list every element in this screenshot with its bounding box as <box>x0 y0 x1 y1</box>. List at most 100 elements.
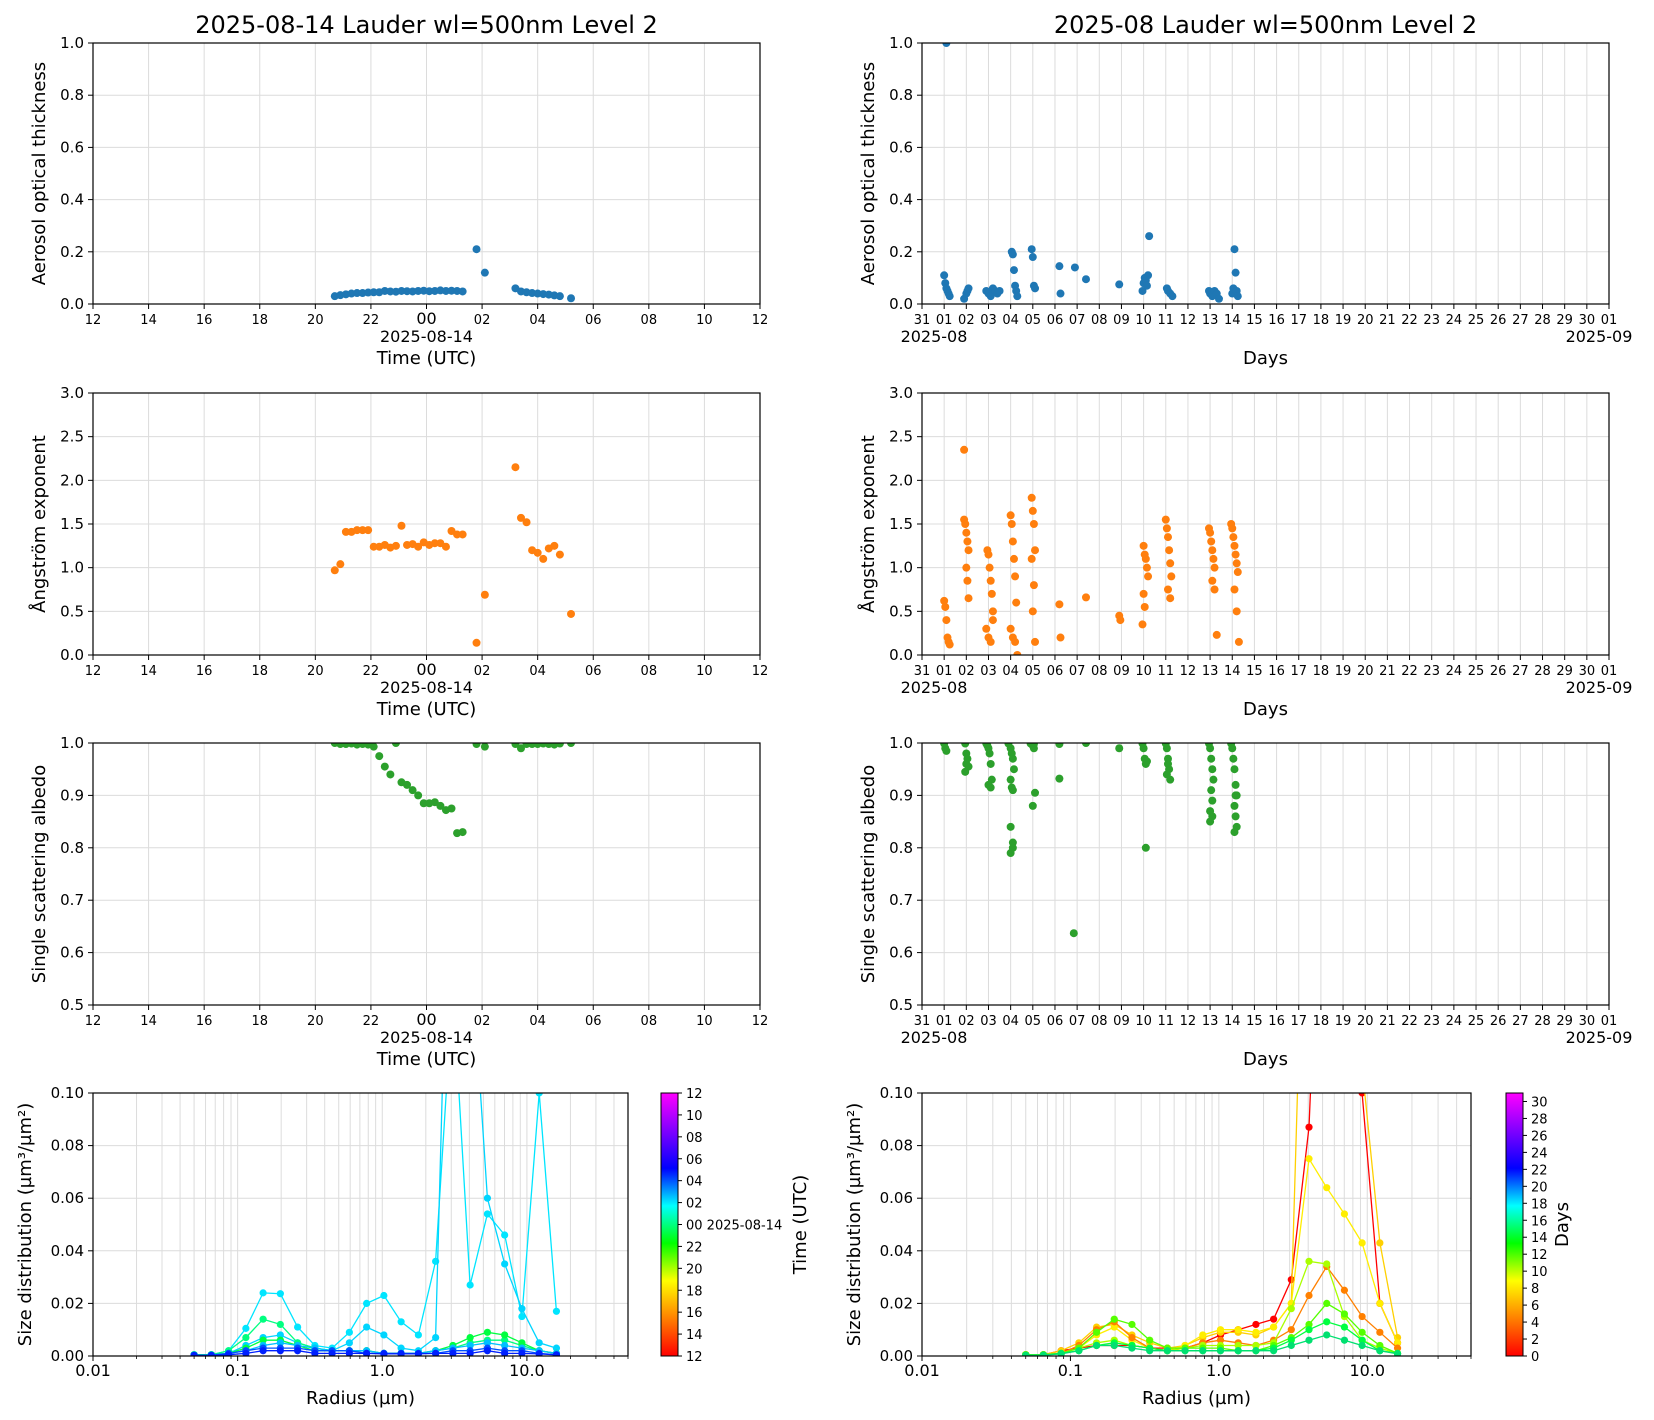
x-tick-label: 31 <box>914 1014 931 1029</box>
data-point <box>1376 1299 1384 1307</box>
data-point <box>441 542 450 551</box>
x-tick-label: 21 <box>1379 1014 1396 1029</box>
data-point <box>369 743 378 751</box>
data-point <box>1231 268 1240 277</box>
x-tick-label: 1.0 <box>370 1361 395 1380</box>
y-tick-label: 2.0 <box>60 471 84 489</box>
colorbar-tick-label: 14 <box>686 1328 703 1343</box>
data-point <box>555 743 564 748</box>
x-tick-label: 15 <box>1246 1014 1263 1029</box>
data-point <box>294 1347 302 1355</box>
data-point <box>986 783 995 792</box>
x-tick-label: 26 <box>1490 1014 1507 1029</box>
daily-aot-panel: 12 14 16 18 20 22 00 02 04 06 08 10 120.00.20.40.60.… <box>29 11 768 369</box>
x-tick-label: 00 <box>416 309 436 328</box>
x-tick-label: 28 <box>1534 664 1551 679</box>
data-point <box>501 1231 509 1239</box>
x-tick-label: 07 <box>1069 313 1086 328</box>
y-tick-label: 0.00 <box>51 1347 84 1365</box>
colorbar-tick-label: 30 <box>1531 1095 1548 1110</box>
y-tick-label: 0.7 <box>60 891 84 909</box>
x-tick-label: 10 <box>1135 1014 1152 1029</box>
data-point <box>480 590 489 599</box>
data-point <box>1142 281 1151 290</box>
plot-area <box>330 245 576 303</box>
colorbar-tick-label: 26 <box>1531 1129 1548 1144</box>
data-point <box>501 1336 509 1344</box>
data-point <box>1305 1257 1313 1265</box>
data-point <box>1231 791 1240 800</box>
x-tick-label: 10.0 <box>509 1361 545 1380</box>
colorbar-tick-label: 16 <box>686 1306 703 1321</box>
x-tick-label: 16 <box>196 313 213 328</box>
x-tick-label: 18 <box>251 1014 268 1029</box>
x-tick-label: 01 <box>936 1014 953 1029</box>
data-point <box>1181 1347 1189 1355</box>
data-point <box>1376 1328 1384 1336</box>
data-point <box>1012 598 1021 607</box>
x-tick-label: 30 <box>1579 664 1596 679</box>
colorbar-label: Time (UTC) <box>790 1175 811 1276</box>
x-tick-label: 06 <box>585 1014 602 1029</box>
colorbar-tick-label: 08 <box>686 1131 703 1146</box>
x-tick-label: 01 <box>936 313 953 328</box>
x-tick-label: 23 <box>1423 664 1440 679</box>
data-point <box>941 602 950 611</box>
data-point <box>1027 493 1036 502</box>
y-tick-label: 0.4 <box>889 191 913 209</box>
data-point <box>1008 843 1017 852</box>
data-point <box>1039 1351 1048 1356</box>
x-tick-label: 18 <box>1313 313 1330 328</box>
x-tick-label: 01 <box>1601 1014 1618 1029</box>
x-axis-label: Radius (µm) <box>306 1388 415 1409</box>
x-tick-label: 19 <box>1335 313 1352 328</box>
x-tick-label: 20 <box>1357 313 1374 328</box>
data-point <box>552 1307 561 1315</box>
data-point <box>987 589 996 598</box>
x-tick-label: 12 <box>752 1014 769 1029</box>
y-axis-label: Ångström exponent <box>28 435 50 613</box>
data-point <box>397 1350 405 1356</box>
plot-area <box>940 445 1243 655</box>
data-point <box>1139 541 1148 550</box>
data-point <box>501 1349 509 1356</box>
y-tick-label: 0.06 <box>880 1189 913 1207</box>
data-point <box>1161 515 1170 524</box>
x-tick-label: 00 <box>416 660 436 679</box>
x-tick-label: 29 <box>1556 313 1573 328</box>
y-tick-label: 0.0 <box>60 646 84 664</box>
data-point <box>1287 1276 1295 1284</box>
x-tick-label: 06 <box>585 313 602 328</box>
data-point <box>1006 822 1015 831</box>
x-tick-label: 22 <box>363 1014 380 1029</box>
data-point <box>1359 1063 1366 1070</box>
colorbar-tick-label: 14 <box>1531 1231 1548 1246</box>
data-point <box>1138 286 1147 295</box>
colorbar-tick-label: 0 <box>1531 1350 1539 1365</box>
colorbar-label: Days <box>1552 1202 1573 1247</box>
data-point <box>522 518 531 527</box>
series-line <box>194 1093 557 1356</box>
data-point <box>1341 826 1348 833</box>
data-point <box>1011 637 1020 646</box>
data-point <box>1208 796 1217 805</box>
colorbar-tick-label: 06 <box>686 1153 703 1168</box>
x-tick-label: 20 <box>307 664 324 679</box>
x-tick-label: 09 <box>1113 664 1130 679</box>
y-tick-label: 0.04 <box>880 1242 913 1260</box>
data-point <box>276 1339 284 1347</box>
colorbar <box>1505 1092 1524 1357</box>
data-point <box>1305 1320 1313 1329</box>
data-point <box>511 463 520 472</box>
y-tick-label: 0.8 <box>889 86 913 104</box>
colorbar-tick-label: 8 <box>1531 1282 1539 1297</box>
data-point <box>1163 585 1172 594</box>
x-tick-label: 05 <box>1025 664 1042 679</box>
data-point <box>962 563 971 572</box>
data-point <box>1287 1326 1295 1334</box>
data-point <box>1393 1344 1402 1352</box>
x-tick-label: 25 <box>1468 313 1485 328</box>
x-tick-label: 27 <box>1512 664 1529 679</box>
x-tick-label: 11 <box>1158 313 1175 328</box>
data-point <box>447 804 456 813</box>
